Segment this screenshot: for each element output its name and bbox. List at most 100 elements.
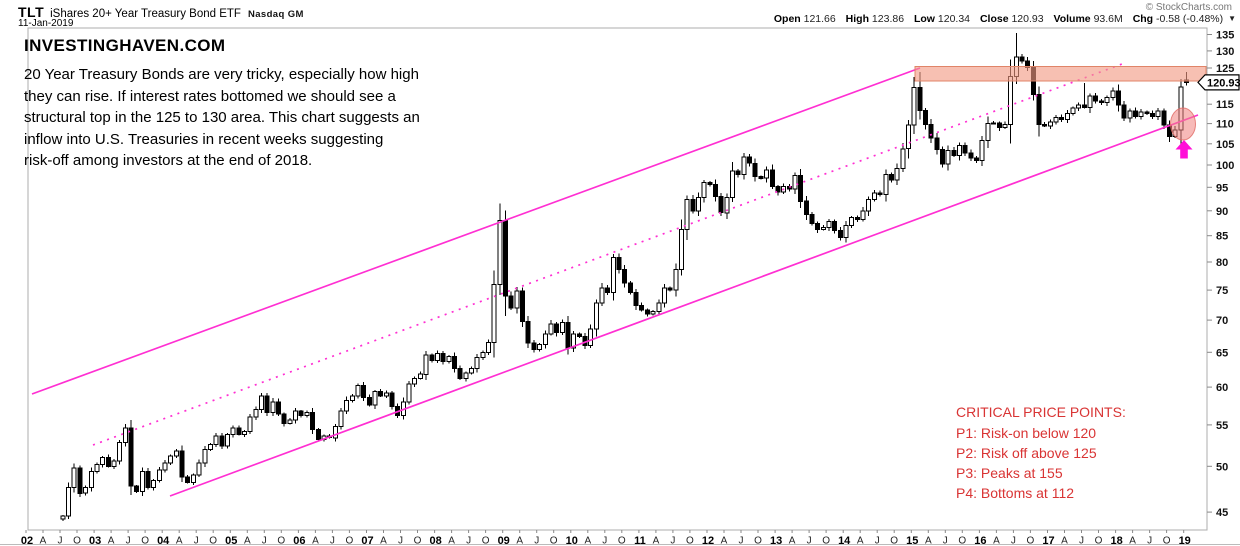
candle-down [803, 200, 809, 216]
x-axis-month-label: J [398, 536, 403, 546]
critical-item: P4: Bottoms at 112 [956, 485, 1075, 501]
candle-up [610, 257, 616, 293]
x-axis-month-label: O [346, 536, 354, 546]
candle-up [673, 269, 679, 291]
candle-up [486, 341, 491, 353]
commentary-line: 20 Year Treasury Bonds are very tricky, … [24, 66, 419, 83]
candle-up [957, 144, 962, 156]
candle-up [225, 434, 230, 447]
candle-up [259, 395, 264, 410]
x-axis-month-label: J [1011, 536, 1016, 546]
candle-up [1064, 112, 1070, 121]
candle-down [888, 174, 894, 181]
candle-up [1110, 90, 1116, 98]
candle-up [1002, 123, 1008, 129]
candle-up [548, 323, 554, 335]
candle-up [991, 122, 997, 125]
x-axis-month-label: O [686, 536, 694, 546]
candle-up [423, 354, 429, 375]
candle-down [934, 137, 940, 151]
y-axis-label: 80 [1216, 257, 1228, 269]
x-axis-month-label: O [618, 536, 626, 546]
x-axis-month-label: O [209, 536, 217, 546]
candle-up [559, 322, 565, 334]
candle-down [276, 401, 281, 415]
commentary-line: risk-off among investors at the end of 2… [24, 152, 313, 169]
candle-up [900, 148, 906, 170]
x-axis-year-label: 08 [429, 535, 441, 546]
candle-down [747, 156, 753, 164]
x-axis-year-label: 13 [770, 535, 782, 546]
x-axis-month-label: A [584, 536, 591, 546]
candle-down [525, 320, 531, 344]
candle-up [542, 333, 548, 345]
candle-up [168, 455, 174, 464]
critical-title: CRITICAL PRICE POINTS: [956, 404, 1126, 420]
y-axis-label: 125 [1216, 63, 1234, 75]
candle-up [139, 471, 145, 492]
candle-up [446, 355, 452, 363]
candle-up [730, 170, 735, 199]
candle-up [1138, 111, 1144, 118]
candle-up [894, 168, 900, 181]
candle-up [537, 343, 543, 351]
x-axis-month-label: O [73, 536, 81, 546]
chart-date: 11-Jan-2019 [18, 18, 74, 29]
chg-value: -0.58 (-0.48%) [1156, 13, 1224, 25]
x-axis-year-label: 12 [702, 535, 714, 546]
candle-down [520, 290, 526, 322]
x-axis-month-label: A [108, 536, 115, 546]
x-axis-month-label: O [550, 536, 558, 546]
candle-down [832, 221, 838, 232]
x-axis-month-label: A [448, 536, 455, 546]
quote-line: Open 121.66 High 123.86 Low 120.34 Close… [767, 13, 1236, 25]
x-axis-year-label: 15 [906, 535, 918, 546]
candle-down [298, 410, 304, 416]
candle-up [100, 457, 106, 466]
y-axis-label: 135 [1216, 30, 1234, 42]
x-axis-month-label: O [958, 536, 966, 546]
x-axis-month-label: A [653, 536, 660, 546]
x-axis-month-label: A [516, 536, 523, 546]
open-label: Open [773, 13, 801, 25]
candle-up [843, 225, 849, 239]
x-axis-month-label: A [857, 536, 864, 546]
candle-down [877, 192, 883, 196]
x-axis-year-label: 06 [293, 535, 305, 546]
candle-down [718, 196, 724, 214]
candle-down [531, 342, 537, 351]
candle-up [417, 373, 423, 379]
x-axis-month-label: J [126, 536, 131, 546]
candle-down [1019, 56, 1025, 62]
candle-up [1155, 110, 1161, 117]
candle-down [389, 392, 395, 407]
x-axis-year-label: 05 [225, 535, 237, 546]
x-axis-month-label: J [943, 536, 948, 546]
candle-down [264, 395, 270, 413]
candle-up [383, 392, 389, 397]
candle-up [491, 283, 497, 343]
x-axis-year-label: 07 [361, 535, 373, 546]
candle-up [71, 467, 77, 489]
y-axis-label: 115 [1216, 99, 1234, 111]
x-axis-month-label: A [789, 536, 796, 546]
y-axis-label: 90 [1216, 206, 1228, 218]
candle-down [854, 217, 860, 221]
candle-down [809, 214, 815, 225]
candle-up [242, 430, 247, 435]
candle-up [650, 310, 656, 315]
candle-up [588, 328, 594, 347]
candle-down [361, 385, 367, 398]
candle-up [372, 390, 378, 406]
x-axis-month-label: O [414, 536, 422, 546]
candle-down [940, 149, 945, 165]
y-axis-label: 75 [1216, 285, 1228, 297]
candle-up [122, 427, 128, 444]
volume-label: Volume [1053, 13, 1091, 25]
x-axis-year-label: 18 [1110, 535, 1122, 546]
candle-down [576, 333, 582, 337]
x-axis-month-label: J [330, 536, 335, 546]
instrument-name: iShares 20+ Year Treasury Bond ETF [50, 8, 241, 20]
candle-up [480, 351, 486, 359]
